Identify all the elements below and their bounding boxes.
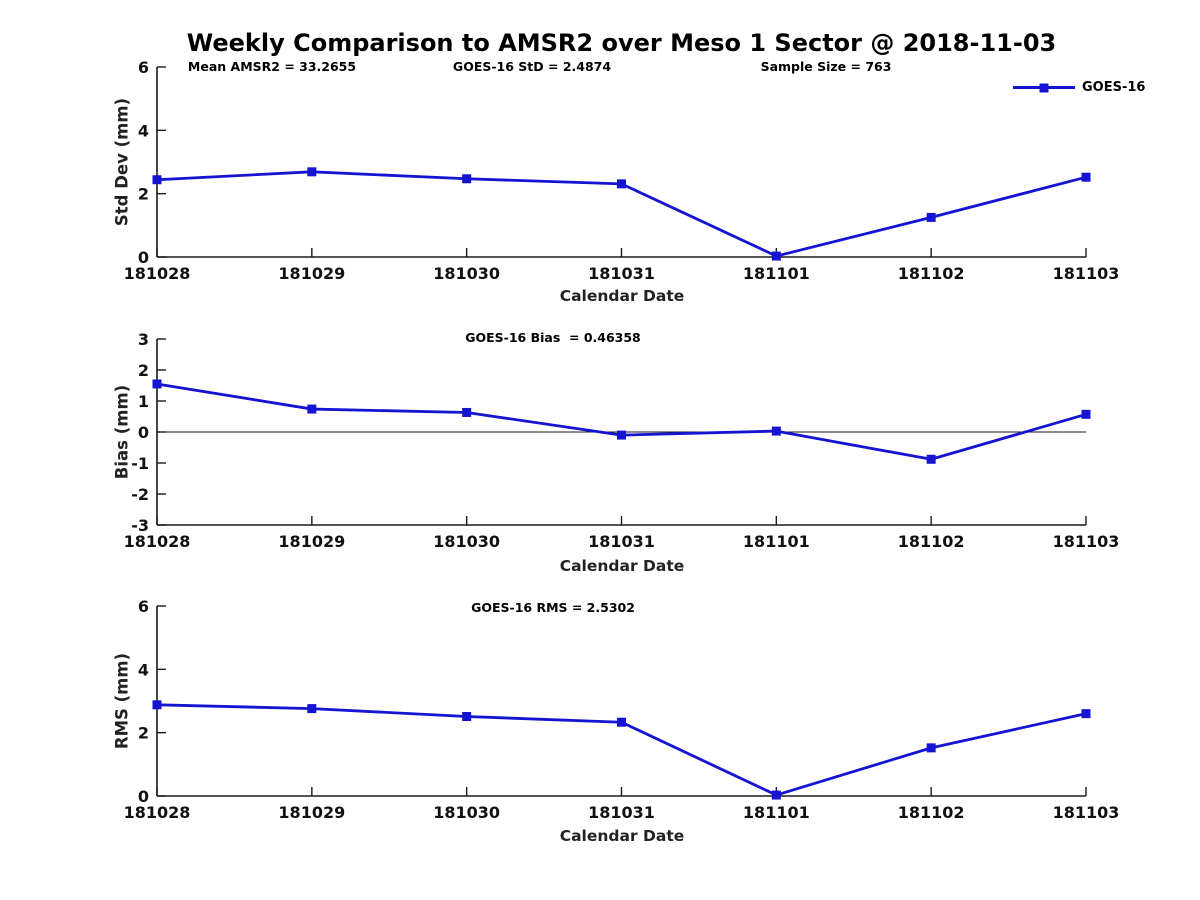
- data-point-marker: [926, 212, 936, 222]
- data-point-marker: [1081, 409, 1091, 419]
- x-tick-label: 181030: [433, 264, 500, 283]
- data-point-marker: [152, 379, 162, 389]
- x-tick-label: 181028: [124, 532, 191, 551]
- data-point-marker: [462, 174, 472, 184]
- xaxis-label-top: Calendar Date: [559, 287, 685, 305]
- x-tick-label: 181029: [278, 532, 345, 551]
- data-point-marker: [617, 717, 626, 727]
- legend: GOES-16: [1013, 80, 1145, 95]
- annotation-goes16-std: GOES-16 StD = 2.4874: [452, 59, 612, 74]
- data-point-marker: [307, 167, 317, 177]
- data-point-marker: [771, 251, 781, 261]
- xaxis-label-middle: Calendar Date: [559, 557, 685, 575]
- x-tick-label: 181102: [898, 264, 965, 283]
- x-tick-label: 181101: [743, 264, 810, 283]
- x-tick-label: 181101: [743, 532, 810, 551]
- annotation-sample-size: Sample Size = 763: [760, 59, 892, 74]
- y-tick-label: 1: [138, 392, 149, 411]
- x-tick-label: 181029: [278, 803, 345, 822]
- x-tick-label: 181103: [1053, 532, 1120, 551]
- y-tick-label: 2: [138, 185, 149, 204]
- y-tick-label: 4: [138, 121, 149, 140]
- x-tick-label: 181101: [743, 803, 810, 822]
- legend-label: GOES-16: [1082, 80, 1146, 95]
- yaxis-label-stddev: Std Dev (mm): [112, 97, 132, 227]
- x-tick-label: 181102: [898, 532, 965, 551]
- y-tick-label: -3: [131, 516, 149, 535]
- data-point-marker: [1081, 709, 1091, 719]
- x-tick-label: 181103: [1053, 803, 1120, 822]
- subplot-title-rms: GOES-16 RMS = 2.5302: [471, 600, 635, 615]
- y-tick-label: 0: [138, 248, 149, 267]
- data-point-marker: [1081, 172, 1091, 182]
- data-point-marker: [307, 404, 317, 414]
- y-tick-label: -1: [131, 454, 149, 473]
- x-tick-label: 181028: [124, 803, 191, 822]
- data-point-marker: [771, 790, 781, 800]
- data-point-marker: [307, 704, 317, 714]
- data-point-marker: [926, 454, 936, 464]
- y-tick-label: 6: [138, 58, 149, 77]
- data-line-goes-16: [156, 382, 1087, 461]
- data-point-marker: [152, 175, 162, 185]
- x-tick-label: 181031: [588, 532, 655, 551]
- figure-title: Weekly Comparison to AMSR2 over Meso 1 S…: [186, 29, 1057, 57]
- data-point-marker: [462, 712, 472, 722]
- y-tick-label: 6: [138, 597, 149, 616]
- x-tick-label: 181031: [588, 264, 655, 283]
- y-tick-label: 3: [138, 330, 149, 349]
- data-point-marker: [617, 179, 626, 189]
- x-tick-label: 181029: [278, 264, 345, 283]
- x-tick-label: 181030: [433, 532, 500, 551]
- x-tick-label: 181103: [1053, 264, 1120, 283]
- yaxis-label-bias: Bias (mm): [112, 384, 132, 480]
- y-tick-label: 0: [138, 423, 149, 442]
- data-point-marker: [617, 430, 626, 440]
- annotation-mean-amsr2: Mean AMSR2 = 33.2655: [187, 59, 357, 74]
- subplot-title-bias: GOES-16 Bias = 0.46358: [465, 330, 641, 345]
- x-tick-label: 181028: [124, 264, 191, 283]
- data-point-marker: [771, 426, 781, 436]
- legend-square-marker-icon: [1039, 83, 1049, 92]
- x-tick-label: 181030: [433, 803, 500, 822]
- y-tick-label: 0: [138, 787, 149, 806]
- data-point-marker: [462, 407, 472, 417]
- y-tick-label: 2: [138, 724, 149, 743]
- x-tick-label: 181031: [588, 803, 655, 822]
- y-tick-label: -2: [131, 485, 149, 504]
- data-point-marker: [152, 700, 162, 710]
- yaxis-label-rms: RMS (mm): [112, 652, 132, 750]
- x-tick-label: 181102: [898, 803, 965, 822]
- legend-line-swatch: [1013, 83, 1075, 92]
- xaxis-label-bottom: Calendar Date: [559, 827, 685, 845]
- y-tick-label: 2: [138, 361, 149, 380]
- y-tick-label: 4: [138, 660, 149, 679]
- data-point-marker: [926, 743, 936, 753]
